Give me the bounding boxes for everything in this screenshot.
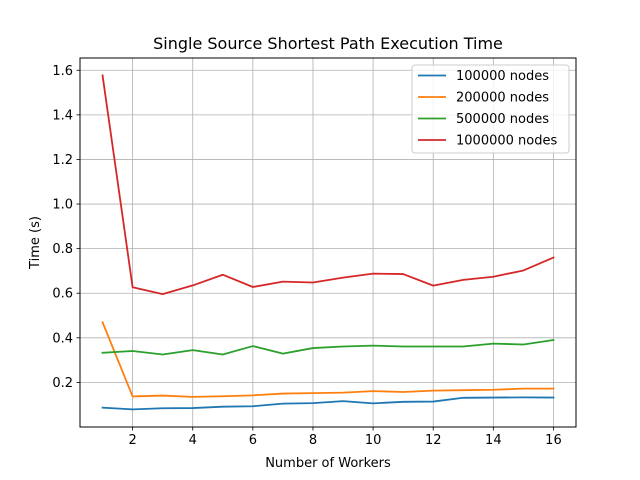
x-tick-label: 2 <box>128 433 136 448</box>
y-tick-label: 1.0 <box>52 198 73 213</box>
y-tick-label: 0.8 <box>52 242 73 257</box>
series-lines <box>101 74 555 411</box>
x-tick-label: 12 <box>425 433 442 448</box>
y-tick-label: 0.2 <box>52 376 73 391</box>
y-tick-label: 1.2 <box>52 153 73 168</box>
legend-label: 1000000 nodes <box>456 134 557 149</box>
x-tick-label: 6 <box>249 433 257 448</box>
y-tick-label: 0.6 <box>52 287 73 302</box>
x-axis-label: Number of Workers <box>265 456 391 471</box>
y-tick-label: 1.6 <box>52 64 73 79</box>
legend-box <box>411 64 570 154</box>
y-tick-label: 1.4 <box>52 108 73 123</box>
x-tick-label: 8 <box>309 433 317 448</box>
y-axis-label: Time (s) <box>28 216 43 270</box>
series-line-500000-nodes <box>101 339 555 356</box>
series-line-100000-nodes <box>101 396 555 411</box>
x-tick-label: 4 <box>189 433 197 448</box>
legend-label: 200000 nodes <box>456 91 549 106</box>
x-axis-ticks: 2 4 6 8 10 12 14 16 <box>128 427 562 448</box>
series-line-1000000-nodes <box>101 74 555 296</box>
legend-label: 500000 nodes <box>456 112 549 127</box>
plot-frame <box>79 57 577 428</box>
x-tick-label: 16 <box>545 433 562 448</box>
legend-label: 100000 nodes <box>456 69 549 84</box>
legend: 100000 nodes 200000 nodes 500000 nodes 1000… <box>411 64 570 154</box>
chart-title: Single Source Shortest Path Execution Ti… <box>153 34 503 53</box>
legend-entries: 100000 nodes 200000 nodes 500000 nodes 1000… <box>418 69 557 149</box>
x-tick-label: 10 <box>365 433 382 448</box>
y-tick-label: 0.4 <box>52 331 73 346</box>
y-axis-ticks: 0.2 0.4 0.6 0.8 1.0 1.2 1.4 1.6 <box>52 64 80 391</box>
series-line-200000-nodes <box>101 321 555 398</box>
x-tick-label: 14 <box>485 433 502 448</box>
